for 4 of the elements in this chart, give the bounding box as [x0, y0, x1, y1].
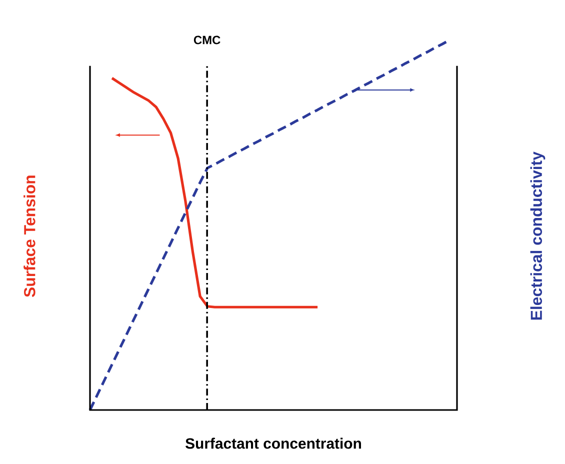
y-axis-title: Surface Tension: [24, 176, 36, 298]
annotation: CMC: [194, 36, 220, 44]
y2-axis-title: Electrical conductivity: [530, 152, 546, 320]
x-axis-title: Surfactant concentration: [186, 438, 361, 449]
